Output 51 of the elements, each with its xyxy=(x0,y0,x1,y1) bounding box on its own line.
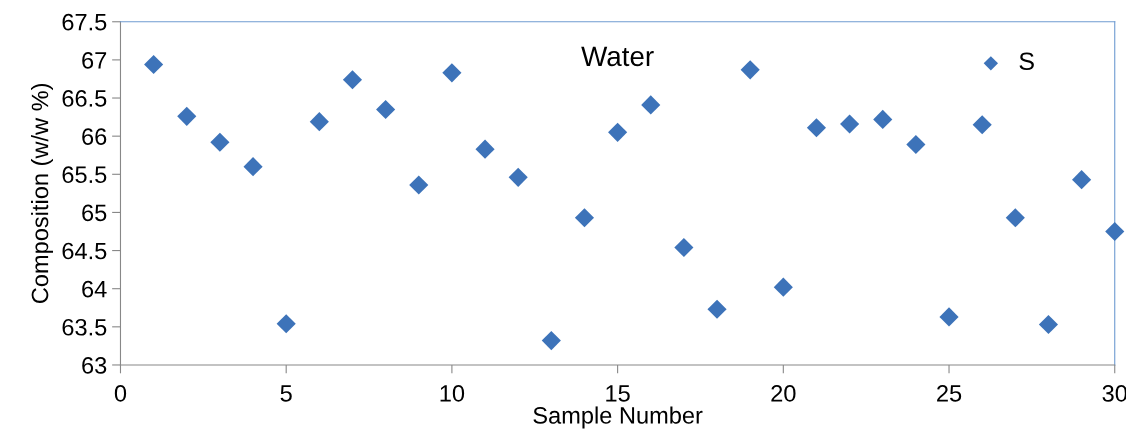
point xyxy=(674,237,694,258)
y-tick-label: 67.5 xyxy=(62,13,107,31)
y-tick-label: 67 xyxy=(82,51,107,69)
point xyxy=(906,134,926,155)
text: Water xyxy=(581,46,654,67)
point xyxy=(376,99,396,120)
x-tick-label: 10 xyxy=(440,385,465,402)
y-tick-label: 65.5 xyxy=(62,166,107,184)
y-tick-label: 66 xyxy=(82,128,107,145)
point xyxy=(806,118,827,138)
point xyxy=(840,114,860,134)
point xyxy=(1072,170,1092,190)
x-tick-label: 25 xyxy=(937,385,962,402)
point xyxy=(144,54,164,75)
point xyxy=(210,132,230,152)
point xyxy=(342,70,363,90)
y-tick-label: 63.5 xyxy=(62,318,107,336)
point xyxy=(939,307,959,327)
legend-label: S xyxy=(1019,52,1034,71)
x-tick-label: 0 xyxy=(114,385,127,402)
point xyxy=(873,109,893,129)
point xyxy=(276,314,296,334)
y-tick-label: 66.5 xyxy=(62,90,107,107)
point xyxy=(177,106,197,126)
point xyxy=(409,175,429,195)
y-tick-label: 64.5 xyxy=(62,242,107,260)
point xyxy=(641,95,661,115)
point xyxy=(1005,208,1025,228)
y-tick-label: 63 xyxy=(82,357,107,374)
point xyxy=(541,330,561,351)
y-tick-label: 65 xyxy=(82,204,107,222)
point xyxy=(574,208,595,228)
point xyxy=(475,139,495,159)
x-tick-label: 20 xyxy=(771,385,796,402)
point xyxy=(773,277,793,297)
y-axis-title: Composition (w/w %) xyxy=(30,83,53,304)
x-tick-label: 5 xyxy=(280,385,292,402)
point xyxy=(608,122,628,142)
x-axis-title: Sample Number xyxy=(533,406,703,429)
point xyxy=(442,63,462,83)
point xyxy=(740,60,760,80)
y-tick-label: 64 xyxy=(82,280,107,298)
point xyxy=(243,157,263,177)
point xyxy=(1105,221,1125,242)
x-tick-label: 15 xyxy=(606,385,630,402)
x-tick-label: 30 xyxy=(1102,385,1126,402)
point xyxy=(508,167,528,187)
point xyxy=(972,115,992,135)
point xyxy=(1038,314,1059,335)
point xyxy=(309,112,329,132)
point xyxy=(707,299,727,319)
